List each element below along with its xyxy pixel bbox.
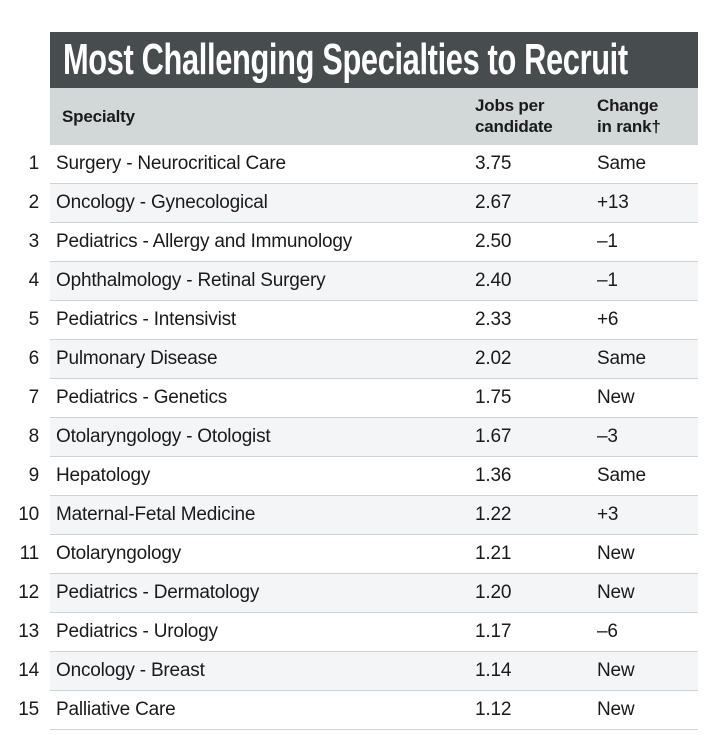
table-row: 12 Pediatrics - Dermatology 1.20 New [0,574,727,613]
specialty-cell: Surgery - Neurocritical Care [56,153,286,174]
row-body: Hepatology 1.36 Same [50,457,698,496]
table-row: 15 Palliative Care 1.12 New [0,691,727,730]
change-in-rank-cell: Same [597,348,646,369]
change-in-rank-cell: –6 [597,621,618,642]
rank-cell: 15 [18,699,39,720]
jobs-per-candidate-cell: 1.14 [475,660,512,681]
specialty-cell: Otolaryngology - Otologist [56,426,271,447]
rank-cell: 9 [28,465,40,486]
row-body: Pediatrics - Allergy and Immunology 2.50… [50,223,698,262]
row-body: Otolaryngology - Otologist 1.67 –3 [50,418,698,457]
change-in-rank-cell: New [597,543,635,564]
row-body: Surgery - Neurocritical Care 3.75 Same [50,145,698,184]
rank-cell: 2 [28,192,40,213]
rank-cell: 8 [28,426,40,447]
table-row: 9 Hepatology 1.36 Same [0,457,727,496]
jobs-per-candidate-cell: 2.67 [475,192,512,213]
jobs-per-candidate-cell: 2.50 [475,231,512,252]
row-body: Oncology - Gynecological 2.67 +13 [50,184,698,223]
specialty-cell: Pulmonary Disease [56,348,218,369]
row-body: Palliative Care 1.12 New [50,691,698,730]
specialty-cell: Oncology - Gynecological [56,192,268,213]
row-body: Maternal-Fetal Medicine 1.22 +3 [50,496,698,535]
table-row: 10 Maternal-Fetal Medicine 1.22 +3 [0,496,727,535]
change-in-rank-cell: +13 [597,192,629,213]
table-rows: 1 Surgery - Neurocritical Care 3.75 Same… [0,145,727,730]
change-in-rank-cell: New [597,699,635,720]
table-row: 2 Oncology - Gynecological 2.67 +13 [0,184,727,223]
rank-cell: 14 [18,660,39,681]
column-header-jobs-per-candidate: Jobs per candidate [475,96,553,136]
change-in-rank-cell: New [597,387,635,408]
jobs-per-candidate-cell: 1.36 [475,465,512,486]
jobs-per-candidate-cell: 1.22 [475,504,512,525]
column-header-specialty: Specialty [62,106,135,126]
table-row: 7 Pediatrics - Genetics 1.75 New [0,379,727,418]
rank-cell: 3 [28,231,40,252]
jobs-per-candidate-cell: 1.17 [475,621,512,642]
column-header-change-in-rank: Change in rank† [597,96,661,136]
change-in-rank-cell: New [597,582,635,603]
specialty-cell: Palliative Care [56,699,176,720]
table-row: 4 Ophthalmology - Retinal Surgery 2.40 –… [0,262,727,301]
specialty-cell: Pediatrics - Genetics [56,387,228,408]
table-row: 13 Pediatrics - Urology 1.17 –6 [0,613,727,652]
row-body: Otolaryngology 1.21 New [50,535,698,574]
row-body: Pediatrics - Genetics 1.75 New [50,379,698,418]
specialty-cell: Maternal-Fetal Medicine [56,504,256,525]
change-in-rank-cell: –3 [597,426,618,447]
change-in-rank-cell: +6 [597,309,619,330]
specialty-cell: Otolaryngology [56,543,181,564]
row-body: Pediatrics - Urology 1.17 –6 [50,613,698,652]
change-in-rank-cell: Same [597,465,646,486]
rank-cell: 5 [28,309,40,330]
rank-cell: 11 [19,543,40,564]
change-in-rank-cell: +3 [597,504,619,525]
row-body: Pediatrics - Dermatology 1.20 New [50,574,698,613]
rank-cell: 12 [18,582,39,603]
jobs-per-candidate-cell: 1.20 [475,582,512,603]
table-title-bar: Most Challenging Specialties to Recruit [50,32,698,88]
jobs-per-candidate-cell: 3.75 [475,153,512,174]
specialty-cell: Ophthalmology - Retinal Surgery [56,270,326,291]
jobs-per-candidate-cell: 1.12 [475,699,512,720]
rank-cell: 13 [18,621,39,642]
specialty-cell: Oncology - Breast [56,660,205,681]
specialty-cell: Pediatrics - Allergy and Immunology [56,231,353,252]
table-row: 1 Surgery - Neurocritical Care 3.75 Same [0,145,727,184]
table-row: 6 Pulmonary Disease 2.02 Same [0,340,727,379]
change-in-rank-cell: –1 [597,270,618,291]
row-body: Oncology - Breast 1.14 New [50,652,698,691]
row-body: Ophthalmology - Retinal Surgery 2.40 –1 [50,262,698,301]
change-in-rank-cell: –1 [597,231,618,252]
specialty-cell: Pediatrics - Intensivist [56,309,236,330]
specialty-cell: Pediatrics - Dermatology [56,582,260,603]
rank-cell: 6 [28,348,40,369]
rank-cell: 1 [28,153,40,174]
table-row: 8 Otolaryngology - Otologist 1.67 –3 [0,418,727,457]
jobs-per-candidate-cell: 1.75 [475,387,512,408]
table-row: 5 Pediatrics - Intensivist 2.33 +6 [0,301,727,340]
table-block: Most Challenging Specialties to Recruit … [0,32,727,730]
rank-cell: 10 [18,504,39,525]
specialty-cell: Hepatology [56,465,151,486]
row-body: Pediatrics - Intensivist 2.33 +6 [50,301,698,340]
specialty-cell: Pediatrics - Urology [56,621,218,642]
table-title: Most Challenging Specialties to Recruit [63,35,628,84]
rank-cell: 7 [28,387,40,408]
jobs-per-candidate-cell: 1.21 [475,543,512,564]
jobs-per-candidate-cell: 2.40 [475,270,512,291]
change-in-rank-cell: New [597,660,635,681]
table-row: 14 Oncology - Breast 1.14 New [0,652,727,691]
column-header-row: Specialty Jobs per candidate Change in r… [50,88,698,145]
table-row: 3 Pediatrics - Allergy and Immunology 2.… [0,223,727,262]
rank-cell: 4 [28,270,40,291]
row-body: Pulmonary Disease 2.02 Same [50,340,698,379]
jobs-per-candidate-cell: 2.02 [475,348,512,369]
table-row: 11 Otolaryngology 1.21 New [0,535,727,574]
jobs-per-candidate-cell: 1.67 [475,426,512,447]
change-in-rank-cell: Same [597,153,646,174]
jobs-per-candidate-cell: 2.33 [475,309,512,330]
